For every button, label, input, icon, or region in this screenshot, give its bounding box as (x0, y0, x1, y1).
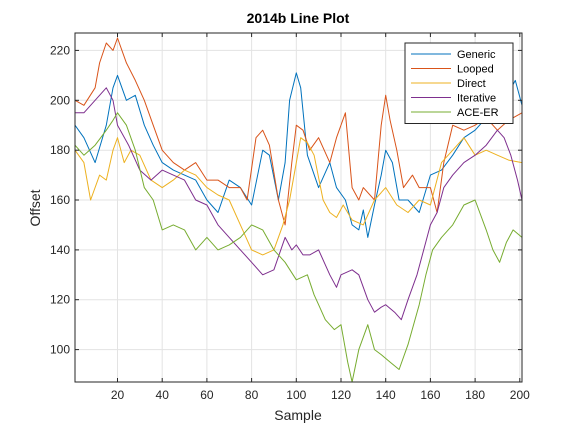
x-tick-label: 140 (376, 388, 396, 402)
y-tick-label: 100 (50, 343, 70, 357)
x-tick-label: 120 (331, 388, 351, 402)
legend-label-looped: Looped (457, 64, 494, 76)
series-line-looped (74, 37, 523, 226)
axis-ticks: 20 40 60 80 100 120 140 160 180 200 100 120 140 160 18… (50, 33, 530, 402)
y-tick-label: 160 (50, 193, 70, 207)
x-tick-label: 60 (200, 388, 214, 402)
y-axis-label: Offset (27, 189, 43, 226)
y-tick-label: 180 (50, 143, 70, 157)
series-line-generic (74, 72, 523, 238)
series-lines (74, 37, 523, 383)
series-line-ace-er (74, 112, 523, 383)
x-tick-label: 100 (286, 388, 306, 402)
x-axis-label: Sample (274, 407, 322, 423)
axes-box (74, 32, 523, 383)
x-tick-label: 40 (156, 388, 170, 402)
legend-label-iterative: Iterative (457, 93, 496, 105)
series-line-direct (74, 137, 523, 256)
x-tick-label: 20 (111, 388, 125, 402)
x-tick-label: 200 (510, 388, 530, 402)
y-tick-label: 140 (50, 243, 70, 257)
y-tick-label: 120 (50, 293, 70, 307)
legend-label-ace-er: ACE-ER (457, 107, 499, 119)
y-tick-label: 200 (50, 93, 70, 107)
series-line-iterative (75, 87, 523, 321)
legend-label-direct: Direct (457, 78, 486, 90)
x-tick-label: 80 (245, 388, 259, 402)
x-tick-label: 180 (465, 388, 485, 402)
legend-label-generic: Generic (457, 49, 496, 61)
chart-title: 2014b Line Plot (247, 10, 350, 26)
y-tick-label: 220 (50, 43, 70, 57)
x-tick-label: 160 (420, 388, 440, 402)
legend: Generic Looped Direct Iterative ACE-ER (404, 42, 514, 124)
